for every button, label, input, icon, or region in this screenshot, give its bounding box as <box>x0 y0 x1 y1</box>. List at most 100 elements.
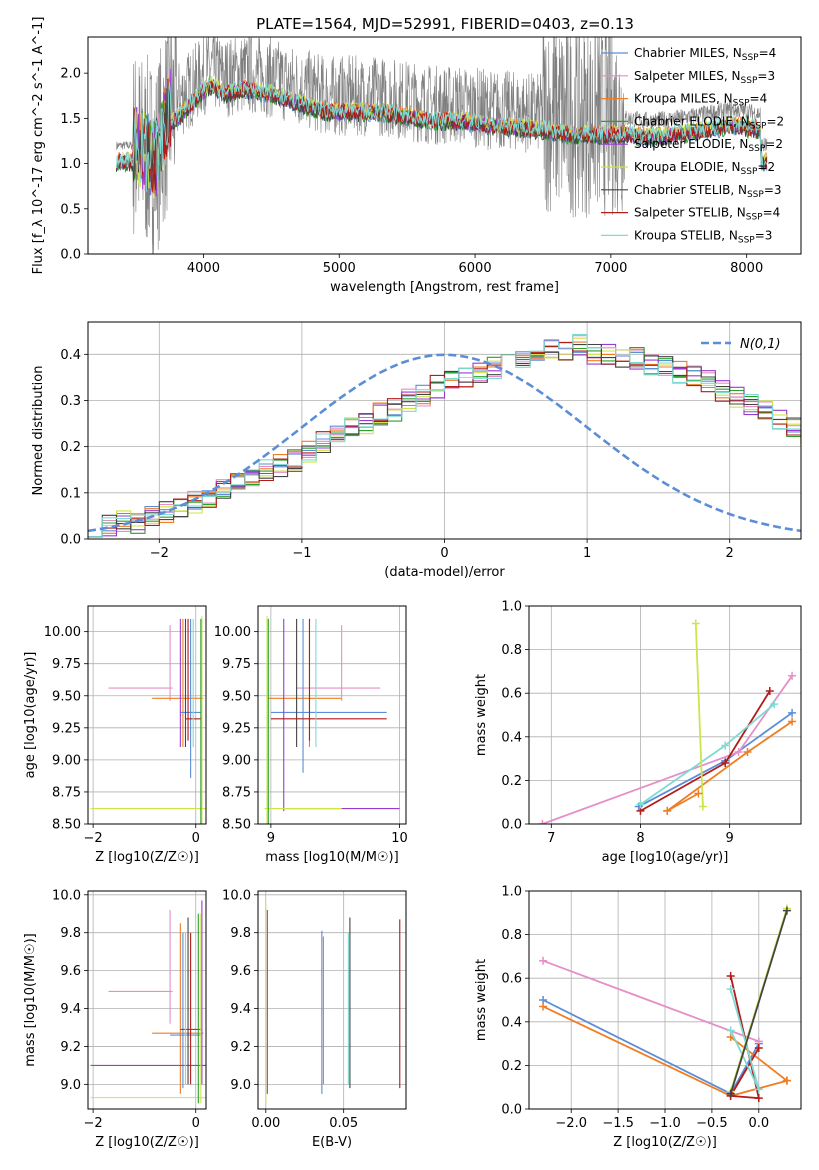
series-line-salpeter_miles <box>542 675 793 824</box>
y-tick-label: 0.0 <box>60 533 81 548</box>
y-tick-label: 8.75 <box>52 785 81 800</box>
series-line-salpeter_miles <box>542 959 760 1043</box>
legend-label: Chabrier MILES, NSSP=4 <box>634 46 776 63</box>
x-axis-label: E(B-V) <box>312 1135 352 1150</box>
x-tick-label: 5000 <box>323 261 356 276</box>
mass_vs_Z-plot <box>90 900 206 1104</box>
y-tick-label: 9.8 <box>60 926 81 941</box>
y-tick-label: 0.4 <box>501 730 522 745</box>
data-point-marker <box>743 748 752 757</box>
x-tick-label: 8000 <box>730 261 763 276</box>
y-tick-label: 0.4 <box>501 1015 522 1030</box>
y-tick-label: 9.75 <box>52 657 81 672</box>
y-tick-label: 9.50 <box>52 689 81 704</box>
data-point-marker <box>726 1089 735 1098</box>
massweight_vs_age-frame <box>528 605 802 825</box>
spectrum-axes: 4000 5000 6000 7000 8000 0.0 0.5 1.0 1.5 2.0 wavel… <box>31 17 763 295</box>
y-tick-label: 9.0 <box>60 1078 81 1093</box>
spectrum-plot <box>116 37 768 254</box>
data-point-marker <box>726 1026 735 1035</box>
residual_hist-axes: −2 −1 0 1 2 0.0 0.1 0.2 0.3 0.4 (data-model)/error… <box>31 322 801 580</box>
y-tick-label: 0.1 <box>60 486 81 501</box>
histogram-step-salpeter_stelib <box>88 341 801 538</box>
mass_vs_ebv-frame <box>257 890 407 1110</box>
y-tick-label: 8.50 <box>222 818 251 833</box>
x-tick-label: 10 <box>391 831 408 846</box>
y-tick-label: 0.3 <box>60 394 81 409</box>
data-point-marker <box>539 956 548 965</box>
histogram-plot <box>88 333 801 538</box>
legend-label: Salpeter STELIB, NSSP=4 <box>634 206 780 223</box>
x-tick-label: 6000 <box>459 261 492 276</box>
figure-title: PLATE=1564, MJD=52991, FIBERID=0403, z=0… <box>256 15 634 33</box>
x-tick-label: −1.0 <box>649 1116 681 1131</box>
y-tick-label: 10.0 <box>52 888 81 903</box>
y-tick-label: 9.2 <box>230 1040 251 1055</box>
y-tick-label: 1.5 <box>60 112 81 127</box>
y-tick-label: 0.8 <box>501 643 522 658</box>
x-tick-label: −2.0 <box>555 1116 587 1131</box>
legend-label: N(0,1) <box>740 337 781 352</box>
y-tick-label: 8.75 <box>222 785 251 800</box>
x-tick-label: −0.5 <box>696 1116 728 1131</box>
x-axis-label: Z [log10(Z/Z☉)] <box>95 850 199 865</box>
age_vs_Z-plot <box>90 616 206 824</box>
mass_vs_Z-frame <box>87 890 207 1110</box>
data-point-marker <box>788 717 797 726</box>
model-line-chabrier_stelib <box>116 78 768 191</box>
y-tick-label: 0.2 <box>501 1059 522 1074</box>
series-line-kroupa_miles <box>666 792 699 812</box>
data-point-marker <box>663 806 672 815</box>
x-tick-label: −2 <box>84 1116 103 1131</box>
x-tick-label: −1.5 <box>602 1116 634 1131</box>
legend-label: Salpeter MILES, NSSP=3 <box>634 69 775 86</box>
x-tick-label: 0 <box>192 1116 200 1131</box>
data-point-marker <box>698 802 707 811</box>
data-point-marker <box>782 1076 791 1085</box>
y-tick-label: 0.0 <box>501 1103 522 1118</box>
legend-label: Chabrier ELODIE, NSSP=2 <box>634 114 784 131</box>
data-point-marker <box>788 671 797 680</box>
x-tick-label: 7 <box>547 831 555 846</box>
x-axis-label: age [log10(age/yr)] <box>602 850 729 865</box>
y-tick-label: 1.0 <box>501 600 522 615</box>
age_vs_Z-frame <box>87 605 207 825</box>
y-axis-label: Flux [f_λ 10^-17 erg cm^-2 s^-1 A^-1] <box>31 17 46 275</box>
series-line-chabrier_stelib <box>729 910 788 1094</box>
x-tick-label: 0.0 <box>748 1116 769 1131</box>
series-line-kroupa_miles <box>730 1036 788 1082</box>
y-tick-label: 9.4 <box>230 1002 251 1017</box>
data-point-marker <box>754 1094 763 1103</box>
x-tick-label: −1 <box>292 546 311 561</box>
y-tick-label: 0.6 <box>501 687 522 702</box>
data-point-marker <box>636 800 645 809</box>
legend-label: Kroupa MILES, NSSP=4 <box>634 92 767 109</box>
x-axis-label: (data-model)/error <box>384 565 505 580</box>
x-axis-label: Z [log10(Z/Z☉)] <box>95 1135 199 1150</box>
legend-label: Chabrier STELIB, NSSP=3 <box>634 183 782 200</box>
x-tick-label: 9 <box>267 831 275 846</box>
x-tick-label: 8 <box>636 831 644 846</box>
y-tick-label: 0.5 <box>60 202 81 217</box>
data-point-marker <box>754 1043 763 1052</box>
massweight_vs_Z-plot <box>539 904 791 1103</box>
model-line-kroupa_stelib <box>116 78 768 192</box>
y-tick-label: 9.4 <box>60 1002 81 1017</box>
spectrum-frame <box>87 36 802 255</box>
y-tick-label: 9.0 <box>230 1078 251 1093</box>
data-point-marker <box>765 687 774 696</box>
legend-label: Kroupa ELODIE, NSSP=2 <box>634 160 775 177</box>
x-tick-label: 9 <box>726 831 734 846</box>
data-point-marker <box>721 741 730 750</box>
y-tick-label: 9.6 <box>60 964 81 979</box>
y-tick-label: 0.0 <box>501 818 522 833</box>
x-axis-label: Z [log10(Z/Z☉)] <box>613 1135 717 1150</box>
y-axis-label: mass [log10(M/M☉)] <box>23 933 38 1066</box>
x-tick-label: 7000 <box>594 261 627 276</box>
age_vs_mass-plot <box>264 616 400 824</box>
y-tick-label: 9.8 <box>230 926 251 941</box>
y-tick-label: 9.2 <box>60 1040 81 1055</box>
plot-layer: 4000 5000 6000 7000 80000.00.51.01.52.0wavel… <box>23 17 802 1150</box>
data-point-marker <box>754 1085 763 1094</box>
x-tick-label: 0.00 <box>251 1116 280 1131</box>
